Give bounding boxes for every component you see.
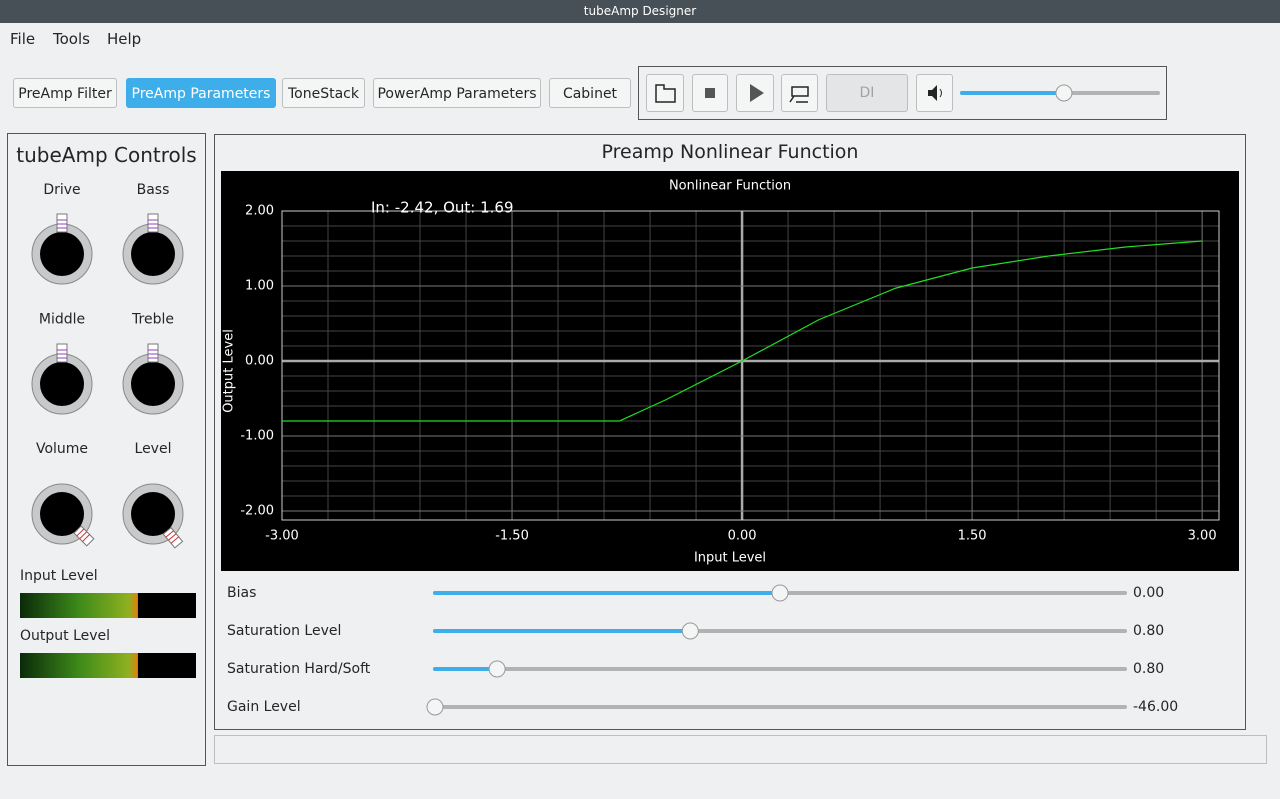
slider-label: Gain Level bbox=[227, 699, 301, 715]
knob-indicator bbox=[147, 213, 159, 233]
knob-indicator bbox=[56, 213, 68, 233]
slider-value: -46.00 bbox=[1133, 699, 1178, 715]
slider-handle bbox=[1055, 84, 1073, 102]
icon bbox=[655, 84, 676, 103]
indicator bbox=[73, 525, 95, 547]
x-tick-label: 3.00 bbox=[1188, 529, 1217, 544]
slider-label: Saturation Hard/Soft bbox=[227, 661, 371, 677]
menu-item[interactable]: Tools bbox=[53, 30, 90, 48]
y-tick-label: -1.00 bbox=[240, 429, 274, 444]
slider-handle bbox=[426, 698, 444, 716]
icon bbox=[928, 85, 942, 101]
knob-label: Level bbox=[135, 441, 172, 457]
controls-panel bbox=[7, 133, 206, 766]
icon bbox=[750, 84, 764, 102]
record-button[interactable] bbox=[781, 74, 818, 112]
indicator-stripe bbox=[79, 531, 88, 540]
menu-item[interactable]: File bbox=[10, 30, 36, 48]
y-tick-label: -2.00 bbox=[240, 504, 274, 519]
stop-button[interactable] bbox=[692, 74, 728, 112]
icon bbox=[705, 88, 715, 98]
knob bbox=[131, 492, 175, 536]
slider-label: Bias bbox=[227, 585, 256, 601]
meter-level bbox=[20, 653, 138, 678]
status-frame bbox=[214, 735, 1267, 764]
slider-label: Saturation Level bbox=[227, 623, 341, 639]
indicator-stripe bbox=[165, 530, 174, 538]
knob-label: Bass bbox=[137, 182, 170, 198]
annotation: In: -2.42, Out: 1.69 bbox=[371, 199, 514, 217]
knob-label: Drive bbox=[43, 182, 80, 198]
indicator bbox=[56, 343, 68, 363]
tab[interactable]: PreAmp Parameters bbox=[126, 78, 276, 108]
play-button[interactable] bbox=[736, 74, 774, 112]
x-tick-label: -1.50 bbox=[495, 529, 529, 544]
x-tick-label: 0.00 bbox=[728, 529, 757, 544]
y-tick-label: 0.00 bbox=[245, 354, 274, 369]
controls: Drive Bass Middle Treble Volume Level Input Le… bbox=[20, 182, 196, 678]
indicator-stripe bbox=[76, 528, 85, 537]
meter-label: Input Level bbox=[20, 568, 98, 584]
tab[interactable]: PreAmp Filter bbox=[13, 78, 117, 108]
title-bar: tubeAmp Designer bbox=[0, 0, 1280, 23]
slider-value: 0.80 bbox=[1133, 623, 1164, 639]
di-button[interactable]: DI bbox=[826, 74, 908, 112]
indicator bbox=[147, 213, 159, 233]
knob bbox=[131, 362, 175, 406]
knob-label: Middle bbox=[39, 312, 85, 328]
slider-handle bbox=[681, 622, 699, 640]
mute-button[interactable] bbox=[916, 74, 953, 112]
chart-bg bbox=[221, 171, 1239, 571]
x-tick-label: -3.00 bbox=[265, 529, 299, 544]
slider-handle bbox=[488, 660, 506, 678]
knob-indicator bbox=[162, 526, 184, 549]
tab[interactable]: Cabinet bbox=[549, 78, 631, 108]
plot-border bbox=[281, 210, 1220, 521]
y-axis-label: Output Level bbox=[222, 329, 237, 413]
icon bbox=[789, 86, 809, 103]
knob-label: Treble bbox=[131, 312, 174, 328]
knob bbox=[131, 232, 175, 276]
meter-level bbox=[20, 593, 138, 618]
sliders: Bias 0.00 Saturation Level 0.80 Saturation H… bbox=[227, 584, 1178, 716]
meter-label: Output Level bbox=[20, 628, 110, 644]
knob bbox=[40, 492, 84, 536]
slider-value: 0.00 bbox=[1133, 585, 1164, 601]
series-line bbox=[282, 240, 1203, 422]
x-tick-label: 1.50 bbox=[958, 529, 987, 544]
y-tick-label: 1.00 bbox=[245, 279, 274, 294]
indicator-stripe bbox=[168, 533, 177, 541]
open-button[interactable] bbox=[646, 74, 684, 112]
slider-handle bbox=[771, 584, 789, 602]
knob-label: Volume bbox=[36, 441, 88, 457]
controls-title: tubeAmp Controls bbox=[16, 143, 197, 167]
parameters-panel bbox=[214, 134, 1246, 730]
knob-indicator bbox=[73, 525, 95, 547]
indicator-stripe bbox=[82, 534, 90, 542]
knob bbox=[40, 362, 84, 406]
volume-slider[interactable] bbox=[955, 80, 1165, 106]
menu-item[interactable]: Help bbox=[107, 30, 142, 48]
knob-indicator bbox=[56, 343, 68, 363]
transport-frame bbox=[638, 66, 1167, 120]
y-tick-label: 2.00 bbox=[245, 204, 274, 219]
knob-indicator bbox=[147, 343, 159, 363]
chart-title: Nonlinear Function bbox=[669, 179, 791, 194]
slider-value: 0.80 bbox=[1133, 661, 1164, 677]
x-axis-label: Input Level bbox=[694, 551, 766, 566]
tab[interactable]: ToneStack bbox=[282, 78, 365, 108]
indicator bbox=[147, 343, 159, 363]
indicator bbox=[56, 213, 68, 233]
knob bbox=[40, 232, 84, 276]
tab[interactable]: PowerAmp Parameters bbox=[373, 78, 541, 108]
indicator-stripe bbox=[170, 536, 180, 544]
indicator bbox=[162, 526, 184, 549]
chart: Nonlinear Function -3.00 -1.50 0.00 1.50 3.00… bbox=[221, 171, 1239, 571]
panel-title: Preamp Nonlinear Function bbox=[601, 141, 859, 163]
